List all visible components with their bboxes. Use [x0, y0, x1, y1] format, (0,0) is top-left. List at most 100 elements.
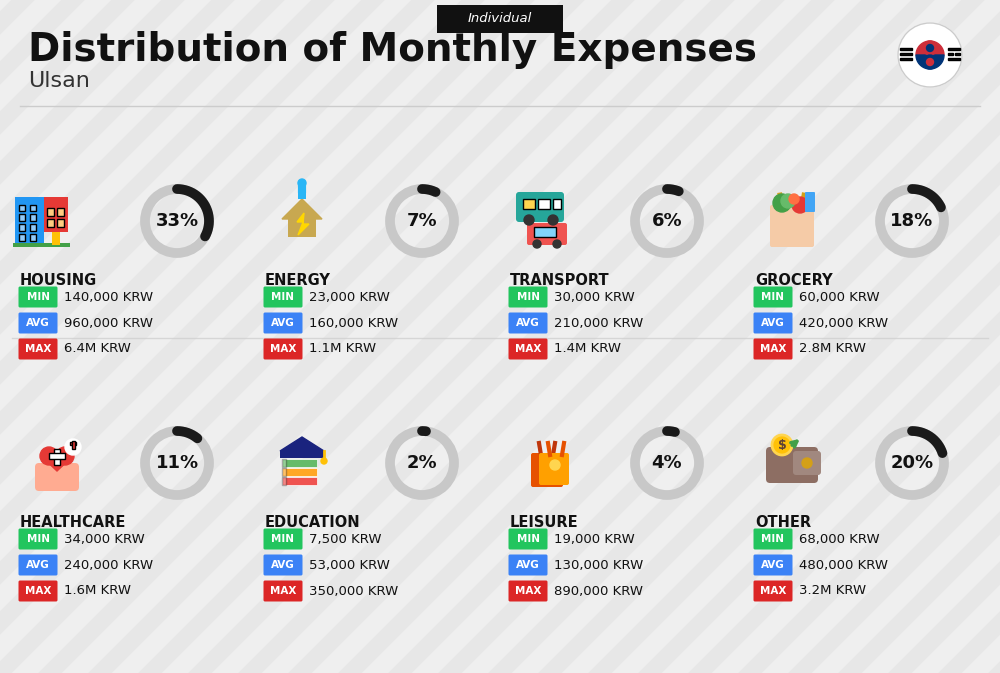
Text: 4%: 4%: [652, 454, 682, 472]
Polygon shape: [916, 55, 944, 69]
Circle shape: [772, 435, 792, 455]
FancyBboxPatch shape: [18, 339, 58, 359]
FancyBboxPatch shape: [18, 215, 25, 221]
FancyBboxPatch shape: [770, 205, 814, 247]
Text: 18%: 18%: [890, 212, 934, 230]
FancyBboxPatch shape: [298, 191, 306, 199]
Text: 350,000 KRW: 350,000 KRW: [309, 584, 398, 598]
FancyBboxPatch shape: [948, 57, 960, 60]
FancyBboxPatch shape: [54, 449, 60, 465]
Circle shape: [781, 194, 795, 208]
Text: 33%: 33%: [155, 212, 199, 230]
Text: 960,000 KRW: 960,000 KRW: [64, 316, 153, 330]
FancyBboxPatch shape: [30, 224, 36, 231]
Circle shape: [802, 458, 812, 468]
Text: GROCERY: GROCERY: [755, 273, 833, 288]
Text: 7%: 7%: [407, 212, 437, 230]
FancyBboxPatch shape: [72, 441, 75, 449]
Text: 480,000 KRW: 480,000 KRW: [799, 559, 888, 571]
Text: HOUSING: HOUSING: [20, 273, 97, 288]
Text: 60,000 KRW: 60,000 KRW: [799, 291, 880, 304]
FancyBboxPatch shape: [15, 197, 44, 245]
FancyBboxPatch shape: [280, 451, 324, 458]
FancyBboxPatch shape: [18, 234, 25, 241]
Text: 20%: 20%: [890, 454, 934, 472]
Text: 7,500 KRW: 7,500 KRW: [309, 532, 382, 546]
FancyBboxPatch shape: [30, 234, 36, 241]
Text: ENERGY: ENERGY: [265, 273, 331, 288]
Text: 140,000 KRW: 140,000 KRW: [64, 291, 153, 304]
Text: 1.6M KRW: 1.6M KRW: [64, 584, 131, 598]
Circle shape: [923, 41, 937, 55]
Circle shape: [533, 240, 541, 248]
Circle shape: [553, 240, 561, 248]
FancyBboxPatch shape: [35, 463, 79, 491]
FancyBboxPatch shape: [531, 453, 563, 487]
FancyBboxPatch shape: [44, 197, 68, 232]
FancyBboxPatch shape: [509, 528, 548, 549]
Text: MAX: MAX: [760, 586, 786, 596]
Text: 23,000 KRW: 23,000 KRW: [309, 291, 390, 304]
Text: 1.1M KRW: 1.1M KRW: [309, 343, 376, 355]
FancyBboxPatch shape: [539, 453, 569, 485]
Text: Ulsan: Ulsan: [28, 71, 90, 91]
Text: 130,000 KRW: 130,000 KRW: [554, 559, 643, 571]
Text: MIN: MIN: [762, 534, 784, 544]
FancyBboxPatch shape: [288, 217, 316, 237]
Text: MAX: MAX: [270, 586, 296, 596]
Text: AVG: AVG: [516, 560, 540, 570]
Text: 2.8M KRW: 2.8M KRW: [799, 343, 866, 355]
FancyBboxPatch shape: [18, 312, 58, 334]
Text: HEALTHCARE: HEALTHCARE: [20, 515, 126, 530]
Circle shape: [548, 215, 558, 225]
Text: MAX: MAX: [25, 344, 51, 354]
FancyBboxPatch shape: [264, 555, 302, 575]
Text: MIN: MIN: [26, 534, 50, 544]
Polygon shape: [297, 213, 309, 235]
FancyBboxPatch shape: [282, 477, 317, 485]
Text: 30,000 KRW: 30,000 KRW: [554, 291, 635, 304]
Circle shape: [56, 447, 74, 465]
Text: AVG: AVG: [761, 318, 785, 328]
Text: OTHER: OTHER: [755, 515, 811, 530]
FancyBboxPatch shape: [754, 581, 792, 602]
FancyBboxPatch shape: [509, 287, 548, 308]
Circle shape: [898, 23, 962, 87]
FancyBboxPatch shape: [47, 219, 54, 227]
FancyBboxPatch shape: [57, 208, 64, 215]
FancyBboxPatch shape: [900, 52, 912, 55]
FancyBboxPatch shape: [282, 459, 286, 467]
FancyBboxPatch shape: [282, 468, 317, 476]
FancyBboxPatch shape: [18, 287, 58, 308]
FancyBboxPatch shape: [264, 312, 302, 334]
FancyBboxPatch shape: [754, 339, 792, 359]
FancyBboxPatch shape: [18, 581, 58, 602]
Text: EDUCATION: EDUCATION: [265, 515, 361, 530]
Text: MAX: MAX: [270, 344, 296, 354]
Text: 160,000 KRW: 160,000 KRW: [309, 316, 398, 330]
Text: 2%: 2%: [407, 454, 437, 472]
FancyBboxPatch shape: [47, 208, 54, 215]
Text: $: $: [778, 439, 786, 452]
FancyBboxPatch shape: [900, 48, 912, 50]
FancyBboxPatch shape: [948, 48, 960, 50]
Text: MIN: MIN: [272, 292, 294, 302]
FancyBboxPatch shape: [509, 581, 548, 602]
Polygon shape: [916, 41, 944, 55]
Circle shape: [792, 197, 808, 213]
FancyBboxPatch shape: [538, 199, 550, 209]
Circle shape: [40, 447, 58, 465]
Polygon shape: [41, 456, 73, 471]
FancyBboxPatch shape: [509, 312, 548, 334]
FancyBboxPatch shape: [282, 477, 286, 485]
FancyBboxPatch shape: [948, 52, 953, 55]
FancyBboxPatch shape: [754, 287, 792, 308]
Circle shape: [298, 179, 306, 187]
Text: AVG: AVG: [26, 318, 50, 328]
Text: MIN: MIN: [26, 292, 50, 302]
Text: MAX: MAX: [515, 344, 541, 354]
FancyBboxPatch shape: [18, 528, 58, 549]
Circle shape: [926, 44, 934, 52]
FancyBboxPatch shape: [18, 205, 25, 211]
FancyBboxPatch shape: [264, 581, 302, 602]
